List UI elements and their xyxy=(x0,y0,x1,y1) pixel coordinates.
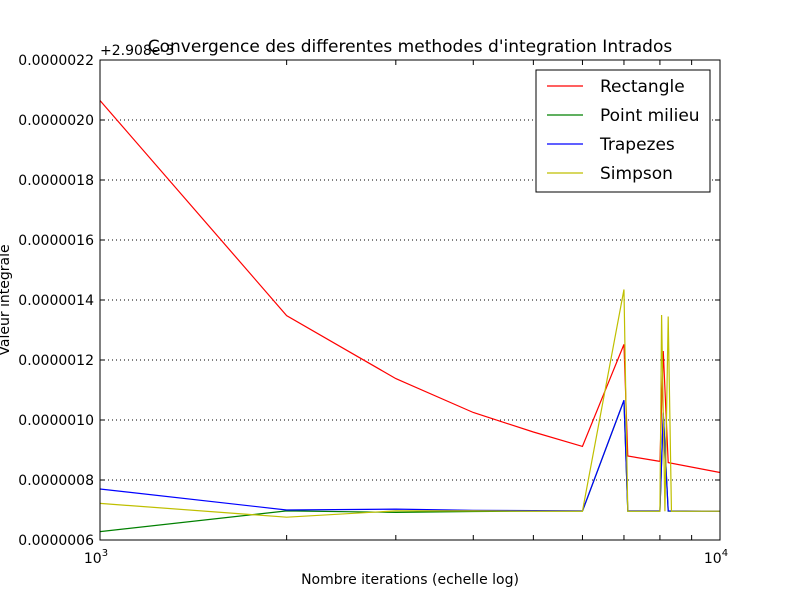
y-tick-label: 0.0000022 xyxy=(18,53,94,69)
x-tick-labels: 103 104 xyxy=(84,548,728,567)
x-tick-label: 104 xyxy=(704,548,728,567)
legend: Rectangle Point milieu Trapezes Simpson xyxy=(535,69,711,193)
ticks xyxy=(99,59,721,541)
y-tick-label: 0.0000014 xyxy=(18,293,94,309)
y-tick-label: 0.0000010 xyxy=(18,413,94,429)
y-tick-label: 0.0000016 xyxy=(18,233,94,249)
y-tick-label: 0.0000008 xyxy=(18,473,94,489)
x-tick-label: 103 xyxy=(84,548,108,567)
y-tick-label: 0.0000012 xyxy=(18,353,94,369)
legend-label: Point milieu xyxy=(600,106,700,126)
x-tick-exponent: 3 xyxy=(102,548,108,559)
x-tick-base: 10 xyxy=(84,551,102,567)
series-line-simpson xyxy=(99,289,720,518)
y-tick-label: 0.0000006 xyxy=(18,533,94,549)
series-line-rectangle xyxy=(99,100,721,474)
legend-items: Rectangle Point milieu Trapezes Simpson xyxy=(547,77,700,184)
y-tick-labels: 0.0000006 0.0000008 0.0000010 0.0000012 0.00… xyxy=(18,53,94,549)
x-tick-base: 10 xyxy=(704,551,722,567)
legend-label: Rectangle xyxy=(600,77,685,97)
x-axis-label: Nombre iterations (echelle log) xyxy=(301,572,519,588)
legend-label: Simpson xyxy=(600,164,673,184)
series-layer xyxy=(99,100,721,533)
chart-title: Convergence des differentes methodes d'i… xyxy=(148,37,673,57)
y-tick-label: 0.0000018 xyxy=(18,173,94,189)
y-tick-label: 0.0000020 xyxy=(18,113,94,129)
legend-label: Trapezes xyxy=(599,135,675,155)
y-axis-label: Valeur integrale xyxy=(0,244,13,355)
x-tick-exponent: 4 xyxy=(722,548,728,559)
legend-frame xyxy=(535,69,711,193)
offset-label: +2.908e-3 xyxy=(100,43,174,59)
